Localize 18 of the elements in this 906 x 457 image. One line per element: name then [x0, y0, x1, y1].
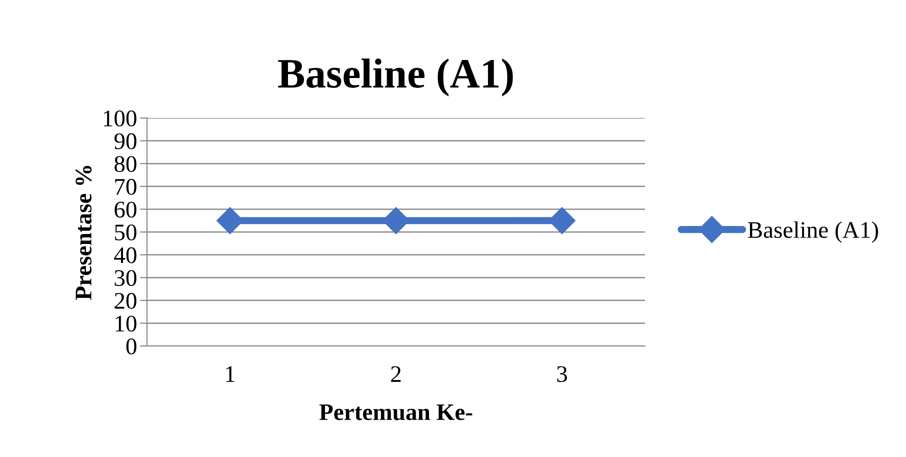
x-tick-label: 1: [226, 366, 234, 382]
y-tick-label: 60: [114, 202, 136, 218]
y-axis-title: Presentase %: [76, 166, 92, 300]
y-tick-label: 80: [114, 156, 136, 172]
y-tick-label: 30: [114, 270, 136, 286]
y-tick-label: 50: [115, 224, 136, 240]
y-tick-label: 20: [114, 292, 136, 309]
y-tick-label: 10: [116, 316, 136, 332]
x-tick-label: 3: [557, 366, 567, 382]
x-tick-label: 2: [391, 366, 401, 382]
y-tick-label: 40: [114, 247, 136, 264]
y-tick-label: 90: [114, 133, 136, 150]
x-axis-title: Pertemuan Ke-: [319, 404, 472, 420]
legend-label: Baseline (A1): [748, 221, 878, 243]
chart-title: Baseline (A1): [278, 58, 513, 96]
y-tick-label: 70: [115, 178, 136, 195]
y-tick-label: 100: [104, 110, 136, 126]
y-tick-label: 0: [126, 338, 136, 354]
